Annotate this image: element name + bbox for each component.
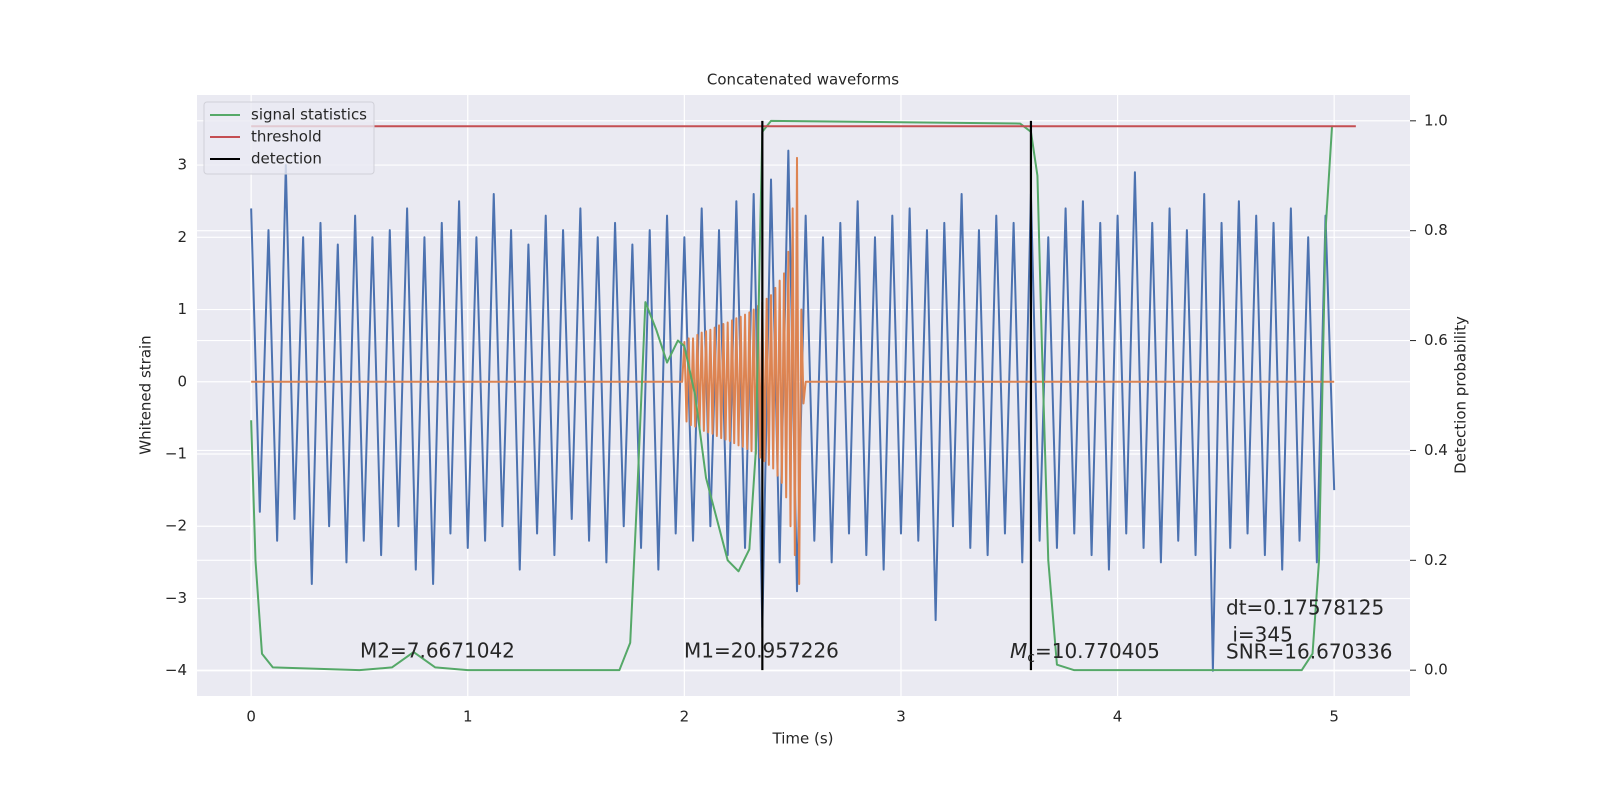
x-tick-label: 0 xyxy=(246,708,256,726)
x-tick-label: 3 xyxy=(896,708,906,726)
y-tick-label: −3 xyxy=(165,589,187,607)
legend-label: threshold xyxy=(251,128,322,146)
y2-tick-label: 0.8 xyxy=(1424,221,1448,239)
y-tick-label: 2 xyxy=(177,228,187,246)
y-tick-label: −2 xyxy=(165,517,187,535)
annotation-symbol: M xyxy=(1010,639,1027,663)
annotation: M1=20.957226 xyxy=(684,639,839,663)
y2-tick-label: 0.4 xyxy=(1424,441,1448,459)
series-line xyxy=(250,119,1334,672)
annotation: M2=7.6671042 xyxy=(360,639,515,663)
y-tick-label: −1 xyxy=(165,445,187,463)
legend-label: detection xyxy=(251,150,322,168)
y2-tick-label: 1.0 xyxy=(1424,111,1448,129)
y2-tick-label: 0.0 xyxy=(1424,661,1448,679)
annotation-subscript: c xyxy=(1027,650,1035,666)
x-tick-label: 2 xyxy=(680,708,690,726)
annotation: Mc=10.770405 xyxy=(1010,639,1160,667)
annotation: SNR=16.670336 xyxy=(1226,640,1392,664)
annotation-value: =10.770405 xyxy=(1035,639,1160,663)
y-axis-label: Whitened strain xyxy=(137,335,155,454)
series-line xyxy=(251,156,1335,586)
x-tick-label: 5 xyxy=(1329,708,1339,726)
chart-title: Concatenated waveforms xyxy=(707,71,899,89)
y-tick-label: 1 xyxy=(177,300,187,318)
x-axis-label: Time (s) xyxy=(772,730,834,748)
x-tick-label: 4 xyxy=(1113,708,1123,726)
legend-label: signal statistics xyxy=(251,106,367,124)
y-tick-label: 0 xyxy=(177,372,187,390)
annotation: i=345 xyxy=(1226,623,1293,647)
y-tick-label: −4 xyxy=(165,661,187,679)
y-tick-label: 3 xyxy=(177,156,187,174)
legend-box xyxy=(203,101,375,175)
annotation: dt=0.17578125 xyxy=(1226,596,1384,620)
y2-tick-label: 0.2 xyxy=(1424,551,1448,569)
y2-axis-label: Detection probability xyxy=(1452,316,1470,474)
series-line xyxy=(250,149,1336,672)
y2-tick-label: 0.6 xyxy=(1424,331,1448,349)
x-tick-label: 1 xyxy=(463,708,473,726)
